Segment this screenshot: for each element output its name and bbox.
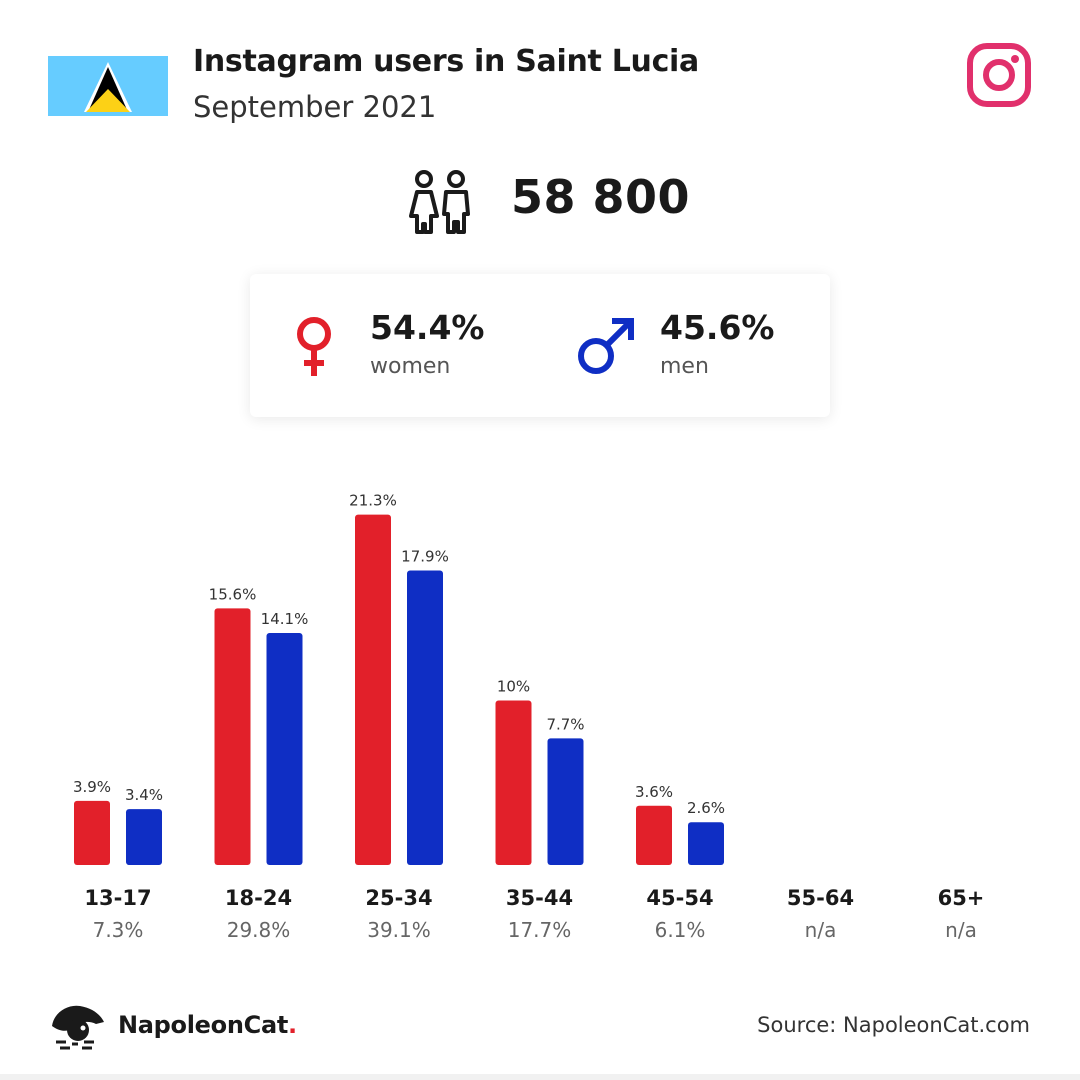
bar-men-13-17	[126, 809, 162, 865]
brand-name-text: NapoleonCat	[118, 1011, 289, 1039]
age-group-total-55-64: n/a	[805, 918, 837, 942]
brand-dot: .	[288, 1011, 297, 1039]
age-group-total-45-54: 6.1%	[655, 918, 706, 942]
bar-label-women-35-44: 10%	[497, 678, 530, 696]
bar-women-13-17	[74, 800, 110, 865]
bar-label-men-35-44: 7.7%	[546, 715, 584, 733]
bar-women-35-44	[495, 700, 532, 865]
napoleoncat-logo-icon	[52, 1005, 104, 1050]
bar-label-women-25-34: 21.3%	[349, 492, 397, 510]
saint-lucia-flag-icon	[48, 56, 168, 116]
total-users-value: 58 800	[511, 170, 691, 224]
male-symbol-icon	[578, 318, 634, 374]
age-group-total-65+: n/a	[945, 918, 977, 942]
gender-split-card: 54.4% women 45.6% men	[250, 274, 830, 417]
bar-label-men-45-54: 2.6%	[687, 799, 725, 817]
age-group-label-35-44: 35-44	[506, 886, 573, 910]
age-group-label-55-64: 55-64	[787, 886, 854, 910]
bar-men-45-54	[688, 822, 724, 865]
age-group-label-25-34: 25-34	[365, 886, 432, 910]
age-group-label-65+: 65+	[938, 886, 985, 910]
women-percent: 54.4%	[370, 308, 485, 347]
bar-label-men-18-24: 14.1%	[261, 610, 309, 628]
bar-men-18-24	[266, 633, 303, 865]
bar-men-35-44	[547, 738, 584, 865]
bottom-divider	[0, 1074, 1080, 1080]
age-group-total-35-44: 17.7%	[508, 918, 572, 942]
age-group-label-18-24: 18-24	[225, 886, 292, 910]
bar-label-women-18-24: 15.6%	[209, 585, 257, 603]
age-group-total-18-24: 29.8%	[227, 918, 291, 942]
bar-label-men-25-34: 17.9%	[401, 548, 449, 566]
age-distribution-chart: 3.9% 3.4% 13-17 7.3% 15.6%14.1% 18-24 29.8% 21.…	[73, 492, 985, 942]
bar-women-18-24	[214, 608, 251, 865]
bar-label-women-45-54: 3.6%	[635, 783, 673, 801]
source-credit: Source: NapoleonCat.com	[757, 1013, 1030, 1037]
brand-name: NapoleonCat.	[118, 1011, 297, 1039]
bar-label-women-13-17: 3.9%	[73, 778, 111, 796]
bar-label-men-13-17: 3.4%	[125, 786, 163, 804]
age-group-total-25-34: 39.1%	[367, 918, 431, 942]
age-group-label-13-17: 13-17	[84, 886, 151, 910]
female-symbol-icon	[297, 317, 331, 376]
bar-women-45-54	[636, 805, 672, 865]
age-group-label-45-54: 45-54	[646, 886, 713, 910]
men-percent: 45.6%	[660, 308, 775, 347]
bar-women-25-34	[355, 514, 391, 865]
bar-men-25-34	[407, 570, 443, 865]
users-icon	[409, 170, 470, 234]
women-label: women	[370, 354, 451, 379]
men-label: men	[660, 354, 709, 379]
page-title: Instagram users in Saint Lucia	[193, 44, 699, 79]
instagram-icon	[967, 43, 1031, 107]
page-subtitle: September 2021	[193, 90, 437, 124]
age-group-total-13-17: 7.3%	[93, 918, 144, 942]
